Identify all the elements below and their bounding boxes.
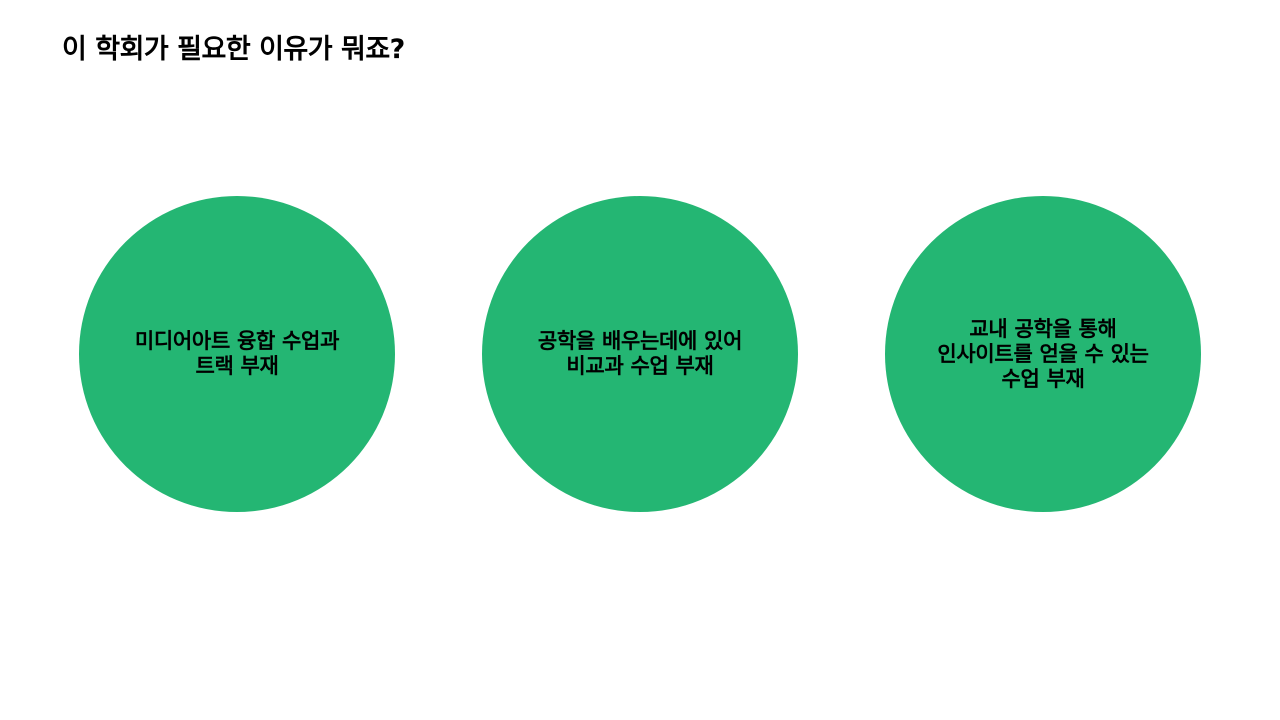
- reason-circle-1: 미디어아트 융합 수업과 트랙 부재: [79, 196, 395, 512]
- page-title: 이 학회가 필요한 이유가 뭐죠?: [62, 34, 405, 65]
- reason-1-line-1: 미디어아트 융합 수업과: [134, 329, 340, 353]
- reason-circle-3: 교내 공학을 통해 인사이트를 얻을 수 있는 수업 부재: [885, 196, 1201, 512]
- reason-circle-2: 공학을 배우는데에 있어 비교과 수업 부재: [482, 196, 798, 512]
- reason-3-line-1: 교내 공학을 통해: [969, 316, 1117, 341]
- reason-3-line-2: 인사이트를 얻을 수 있는: [937, 341, 1149, 366]
- reason-2-line-1: 공학을 배우는데에 있어: [537, 329, 743, 353]
- reason-1-line-2: 트랙 부재: [195, 354, 279, 378]
- reason-3-line-3: 수업 부재: [1001, 366, 1085, 391]
- reason-2-line-2: 비교과 수업 부재: [566, 354, 714, 378]
